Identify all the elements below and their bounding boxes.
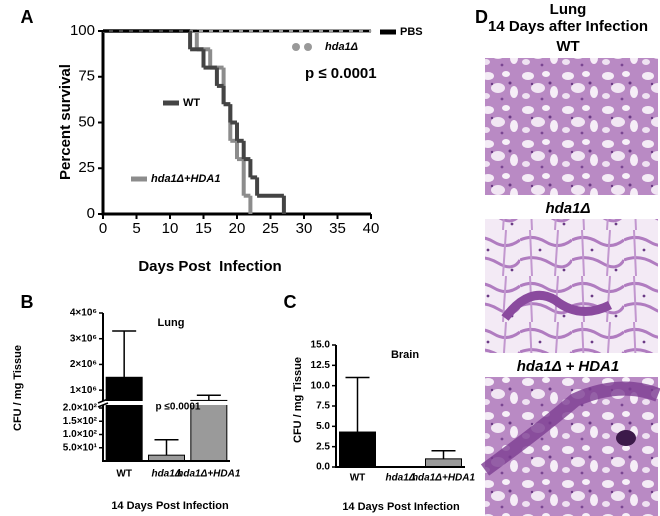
- x-axis-label: Days Post Infection: [138, 258, 281, 275]
- image-caption: WT: [556, 38, 579, 55]
- x-tick-label: 25: [262, 220, 279, 237]
- bar: [105, 376, 143, 462]
- axis: [102, 313, 230, 462]
- y-tick-label: 5.0×10¹: [63, 442, 98, 453]
- y-axis-label: Percent survival: [57, 64, 74, 180]
- x-axis-label: 14 Days Post Infection: [342, 501, 460, 513]
- x-tick-label: 15: [195, 220, 212, 237]
- y-tick-label: 1.5×10²: [63, 416, 98, 427]
- legend-label: WT: [183, 97, 200, 109]
- y-tick-label: 1×10⁶: [70, 385, 97, 396]
- x-tick-label: hda1Δ+HDA1: [177, 469, 241, 480]
- x-tick-label: WT: [116, 469, 132, 480]
- legend-marker: [292, 43, 300, 51]
- y-tick-label: 25: [78, 159, 95, 176]
- y-tick-label: 2.0×10²: [63, 403, 98, 414]
- legend-label: hda1Δ: [325, 41, 358, 53]
- x-tick-label: 10: [162, 220, 179, 237]
- x-tick-label: hda1Δ+HDA1: [412, 473, 476, 484]
- y-tick-label: 3×10⁶: [70, 333, 97, 344]
- x-tick-label: 40: [363, 220, 380, 237]
- x-tick-label: 0: [99, 220, 107, 237]
- x-tick-label: WT: [350, 473, 366, 484]
- histology-image: [485, 219, 658, 353]
- chart-title: Lung: [158, 317, 185, 329]
- y-tick-label: 0: [87, 205, 95, 222]
- y-tick-label: 15.0: [311, 340, 331, 351]
- y-tick-label: 4×10⁶: [70, 308, 97, 319]
- bar: [339, 431, 376, 468]
- y-tick-label: 10.0: [311, 380, 331, 391]
- x-tick-label: 35: [329, 220, 346, 237]
- y-tick-label: 100: [70, 22, 95, 39]
- panel-label: A: [21, 7, 34, 27]
- y-axis-label: CFU / mg Tissue: [12, 345, 24, 431]
- image-caption: hda1Δ: [545, 200, 590, 217]
- vessel: [616, 430, 636, 446]
- annotation: p ≤0.0001: [156, 402, 201, 413]
- bar: [425, 458, 462, 468]
- y-tick-label: 1.0×10²: [63, 429, 98, 440]
- airway: [501, 290, 613, 321]
- y-tick-label: 2×10⁶: [70, 359, 97, 370]
- x-tick-label: 30: [296, 220, 313, 237]
- y-axis-label: CFU / mg Tissue: [292, 357, 304, 443]
- x-axis-label: 14 Days Post Infection: [111, 500, 229, 512]
- panel-label: C: [284, 292, 297, 312]
- annotation: p ≤ 0.0001: [305, 65, 377, 82]
- chart-title: Brain: [391, 349, 419, 361]
- histology-image: [485, 58, 658, 195]
- x-tick-label: 5: [132, 220, 140, 237]
- axis: [335, 345, 465, 468]
- image-caption: hda1Δ + HDA1: [517, 358, 619, 375]
- y-tick-label: 7.5: [316, 401, 330, 412]
- y-tick-label: 12.5: [311, 360, 331, 371]
- panel-subtitle: 14 Days after Infection: [488, 18, 648, 35]
- panel-label: B: [21, 292, 34, 312]
- panel-title: Lung: [550, 1, 587, 18]
- y-tick-label: 75: [78, 68, 95, 85]
- legend-marker: [304, 43, 312, 51]
- legend-label: hda1Δ+HDA1: [151, 173, 220, 185]
- y-tick-label: 50: [78, 113, 95, 130]
- break-mark: [97, 398, 109, 408]
- y-tick-label: 2.5: [316, 441, 330, 452]
- x-tick-label: hda1Δ: [151, 469, 181, 480]
- panel-label: D: [475, 7, 488, 27]
- x-tick-label: hda1Δ: [385, 473, 415, 484]
- legend-label: PBS: [400, 26, 423, 38]
- y-tick-label: 0.0: [316, 462, 330, 473]
- vessel: [480, 381, 660, 476]
- y-tick-label: 5.0: [316, 421, 330, 432]
- axis-break: [97, 401, 230, 405]
- x-tick-label: 20: [229, 220, 246, 237]
- axis: [101, 31, 371, 216]
